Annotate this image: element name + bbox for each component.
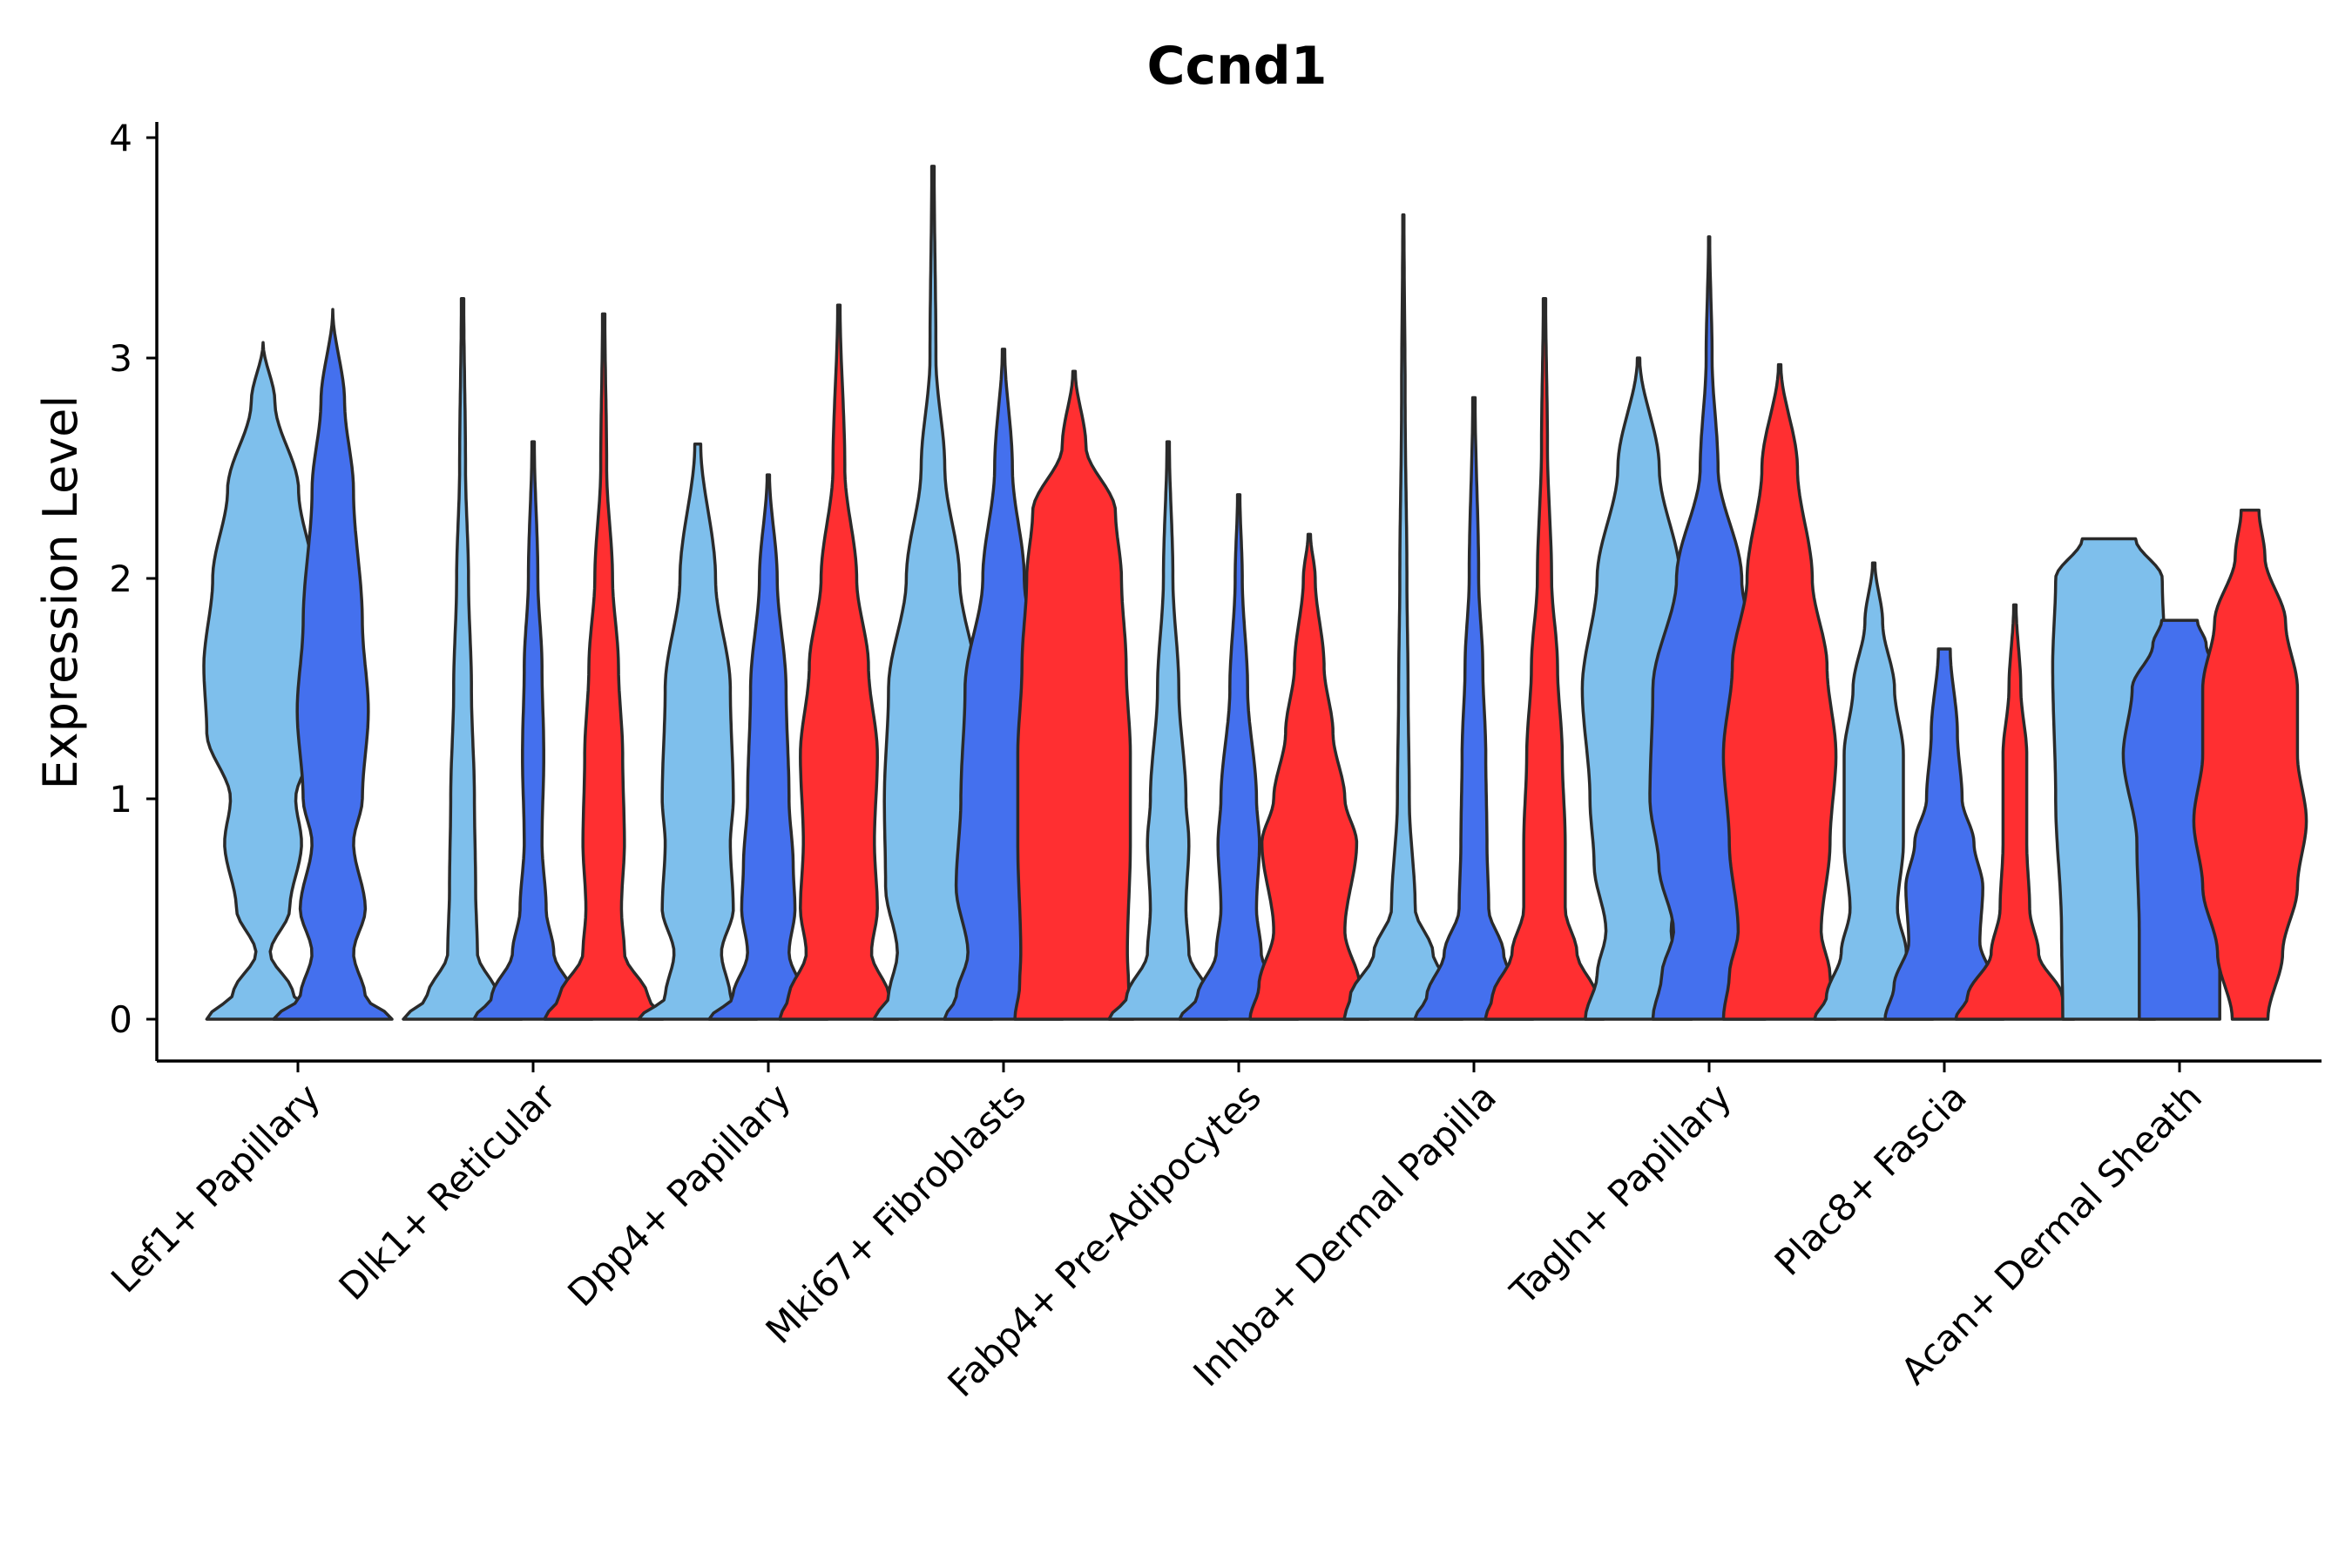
y-tick-label: 1 — [109, 778, 132, 821]
violin-8-group3 — [1954, 603, 2076, 1021]
violin-3-group2 — [707, 473, 829, 1021]
violin-4-group3 — [1013, 369, 1135, 1021]
y-tick-label: 4 — [109, 117, 132, 159]
violin-5-group2 — [1178, 493, 1300, 1021]
violin-1-group2 — [272, 308, 394, 1021]
axes-layer: 0 1 2 3 4 Lef1+ Papillary Dlk1+ ReticularDpp4+… — [103, 117, 2322, 1405]
x-tick-label: Dlk1+ Reticular — [331, 1075, 564, 1308]
violin-2-group2 — [472, 440, 594, 1021]
x-tick-label: Plac8+ Fascia — [1767, 1075, 1975, 1283]
violin-5-group1 — [1107, 440, 1229, 1021]
violins-layer — [202, 165, 2308, 1021]
violin-8-group1 — [1813, 561, 1935, 1021]
y-axis-label: Expression Level — [33, 395, 88, 790]
violin-3-group1 — [637, 442, 759, 1021]
violin-8-group2 — [1883, 647, 2005, 1021]
violin-6-group2 — [1413, 395, 1535, 1021]
violin-5-group3 — [1248, 532, 1370, 1021]
violin-1-group1 — [202, 341, 324, 1021]
violin-7-group3 — [1721, 362, 1838, 1021]
violin-2-group1 — [402, 296, 524, 1021]
violin-3-group3 — [778, 303, 900, 1021]
chart-title: Ccnd1 — [1146, 36, 1327, 97]
y-tick-label: 3 — [109, 337, 132, 380]
violin-2-group3 — [543, 312, 665, 1021]
x-tick-label: Dpp4+ Papillary — [559, 1075, 799, 1315]
x-tick-label: Tagln+ Papillary — [1502, 1075, 1740, 1313]
x-tick-label: Mki67+ Fibroblasts — [758, 1075, 1034, 1351]
y-tick-label: 2 — [109, 558, 132, 600]
x-tick-label: Lef1+ Papillary — [103, 1075, 328, 1301]
violin-6-group1 — [1342, 213, 1464, 1021]
y-tick-label: 0 — [109, 998, 132, 1041]
violin-6-group3 — [1484, 296, 1605, 1021]
violin-9-group3 — [2192, 508, 2308, 1021]
